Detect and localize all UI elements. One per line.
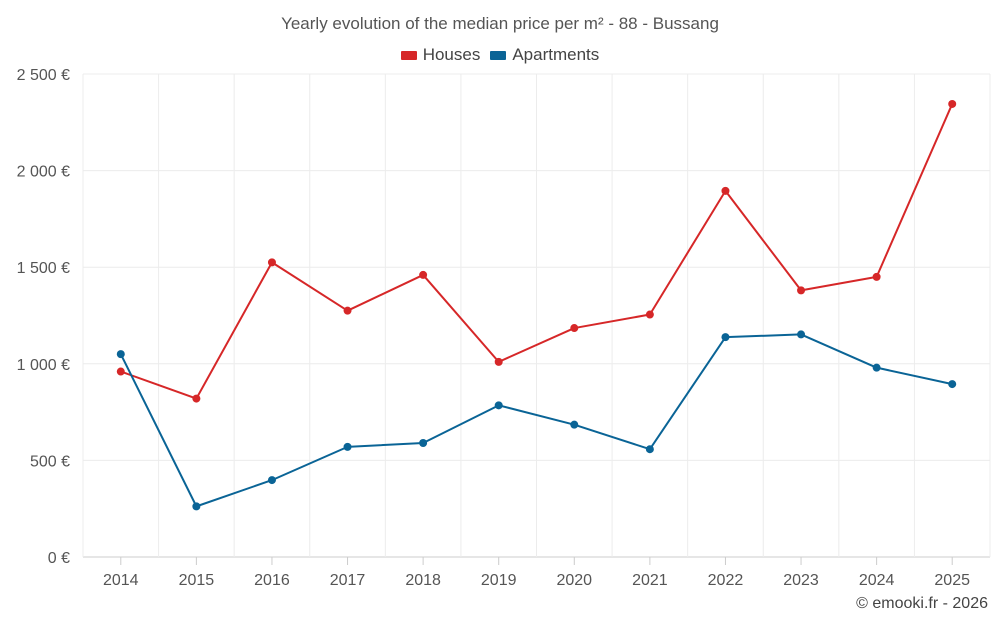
data-point-apartments bbox=[570, 420, 579, 429]
x-tick-label: 2016 bbox=[254, 572, 290, 589]
legend-label-houses: Houses bbox=[422, 45, 481, 64]
y-tick-label: 2 000 € bbox=[17, 164, 70, 181]
data-point-apartments bbox=[645, 445, 654, 454]
data-point-houses bbox=[343, 306, 352, 315]
y-tick-label: 1 500 € bbox=[17, 260, 70, 277]
data-point-apartments bbox=[721, 333, 730, 342]
data-point-houses bbox=[797, 286, 806, 295]
x-tick-label: 2017 bbox=[330, 572, 366, 589]
y-tick-label: 1 000 € bbox=[17, 357, 70, 374]
y-tick-label: 0 € bbox=[48, 550, 70, 567]
data-point-apartments bbox=[419, 439, 428, 448]
x-tick-label: 2018 bbox=[405, 572, 441, 589]
legend: Houses Apartments bbox=[0, 45, 1000, 65]
x-tick-label: 2020 bbox=[556, 572, 592, 589]
data-point-houses bbox=[494, 357, 503, 366]
x-tick-label: 2019 bbox=[481, 572, 517, 589]
legend-swatch-houses bbox=[400, 50, 417, 60]
data-point-houses bbox=[267, 258, 276, 267]
data-point-apartments bbox=[872, 363, 881, 372]
data-point-houses bbox=[419, 270, 428, 279]
data-point-apartments bbox=[192, 502, 201, 511]
x-tick-label: 2022 bbox=[708, 572, 744, 589]
data-point-houses bbox=[645, 310, 654, 319]
x-tick-label: 2024 bbox=[859, 572, 895, 589]
series-line-houses bbox=[120, 103, 954, 400]
data-point-houses bbox=[192, 394, 201, 403]
data-point-apartments bbox=[797, 330, 806, 339]
data-point-houses bbox=[721, 186, 730, 195]
x-tick-label: 2015 bbox=[179, 572, 215, 589]
legend-swatch-apartments bbox=[490, 50, 507, 60]
data-point-apartments bbox=[343, 442, 352, 451]
chart-title: Yearly evolution of the median price per… bbox=[281, 14, 719, 33]
data-point-apartments bbox=[116, 350, 125, 359]
data-point-apartments bbox=[494, 401, 503, 410]
y-tick-label: 2 500 € bbox=[17, 67, 70, 84]
legend-item-apartments[interactable]: Apartments bbox=[490, 45, 599, 65]
data-point-apartments bbox=[267, 476, 276, 485]
legend-item-houses[interactable]: Houses bbox=[400, 45, 481, 65]
data-point-houses bbox=[948, 99, 957, 108]
x-tick-label: 2021 bbox=[632, 572, 668, 589]
legend-label-apartments: Apartments bbox=[512, 45, 600, 64]
x-tick-label: 2023 bbox=[783, 572, 819, 589]
data-point-apartments bbox=[948, 380, 957, 389]
y-tick-label: 500 € bbox=[30, 453, 70, 470]
data-point-houses bbox=[570, 324, 579, 333]
data-point-houses bbox=[872, 272, 881, 281]
data-point-houses bbox=[116, 367, 125, 376]
x-tick-label: 2014 bbox=[103, 572, 139, 589]
x-tick-label: 2025 bbox=[934, 572, 970, 589]
watermark: © emooki.fr - 2026 bbox=[856, 595, 988, 612]
series-line-apartments bbox=[119, 333, 953, 508]
